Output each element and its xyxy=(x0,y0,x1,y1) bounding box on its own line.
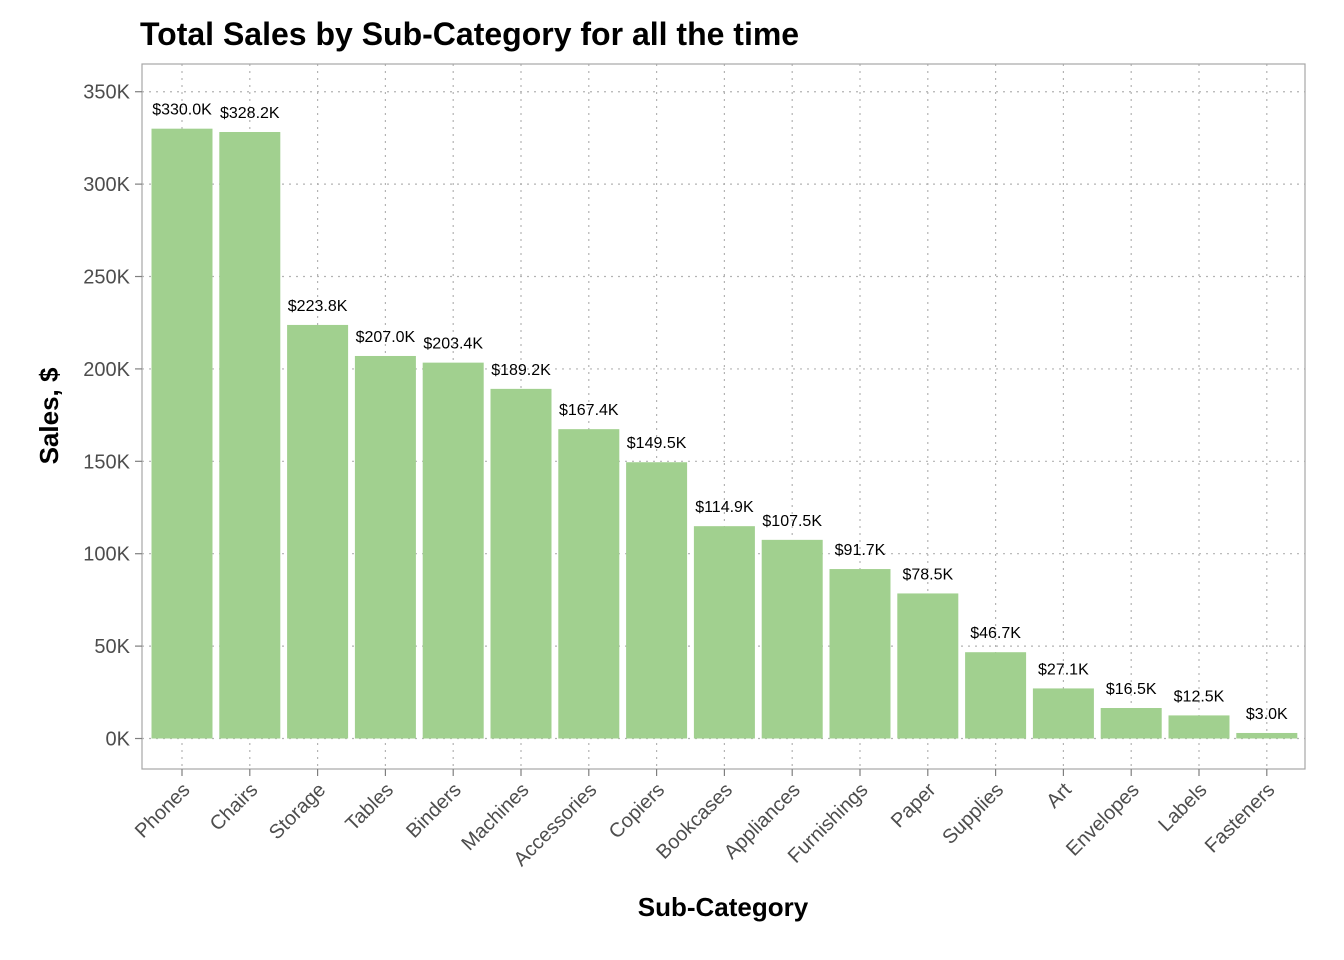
x-tick-label-binders: Binders xyxy=(402,779,466,843)
y-tick-label: 0K xyxy=(106,729,131,751)
data-label-supplies: $46.7K xyxy=(970,625,1021,642)
y-tick-label: 50K xyxy=(94,636,130,658)
bar-storage xyxy=(287,324,349,739)
data-label-copiers: $149.5K xyxy=(627,435,687,452)
data-labels: $330.0K $328.2K $223.8K $207.0K $203.4K $189.… xyxy=(152,102,1288,723)
bar-paper xyxy=(897,593,959,739)
data-label-storage: $223.8K xyxy=(288,298,348,315)
bar-tables xyxy=(354,355,416,739)
bar-chairs xyxy=(219,132,281,739)
bar-binders xyxy=(422,362,484,739)
x-tick-label-paper: Paper xyxy=(887,779,941,833)
x-tick-label-labels: Labels xyxy=(1154,779,1211,836)
plot-panel xyxy=(141,63,1306,770)
data-label-paper: $78.5K xyxy=(902,566,953,583)
data-label-tables: $207.0K xyxy=(356,329,416,346)
y-tick-label: 300K xyxy=(83,174,130,196)
y-tick-label: 200K xyxy=(83,359,130,381)
bar-envelopes xyxy=(1100,708,1162,739)
y-tick-label: 250K xyxy=(83,267,130,289)
y-axis-title: Sales, $ xyxy=(34,367,64,464)
x-tick-label-phones: Phones xyxy=(131,779,195,843)
x-tick-label-art: Art xyxy=(1042,779,1076,813)
data-label-furnishings: $91.7K xyxy=(835,542,886,559)
x-axis: Phones Chairs Storage Tables BindersMachines… xyxy=(131,769,1279,871)
data-label-binders: $203.4K xyxy=(423,336,483,353)
x-tick-label-chairs: Chairs xyxy=(206,779,262,835)
data-label-labels: $12.5K xyxy=(1174,688,1225,705)
x-tick-label-supplies: Supplies xyxy=(938,779,1008,849)
bar-bookcases xyxy=(693,526,755,739)
bar-copiers xyxy=(626,462,688,739)
data-label-accessories: $167.4K xyxy=(559,402,619,419)
bar-fasteners xyxy=(1236,732,1298,739)
bar-supplies xyxy=(965,652,1027,739)
x-tick-label-copiers: Copiers xyxy=(605,779,669,843)
x-tick-label-fasteners: Fasteners xyxy=(1201,779,1279,857)
bar-machines xyxy=(490,388,552,739)
x-axis-title: Sub-Category xyxy=(638,892,809,922)
y-tick-label: 150K xyxy=(83,451,130,473)
chart-title: Total Sales by Sub-Category for all the … xyxy=(140,16,799,52)
data-label-machines: $189.2K xyxy=(491,362,551,379)
bar-phones xyxy=(151,128,213,739)
data-label-art: $27.1K xyxy=(1038,661,1089,678)
x-tick-label-storage: Storage xyxy=(265,779,330,844)
bar-labels xyxy=(1168,715,1230,739)
x-tick-label-tables: Tables xyxy=(341,779,397,835)
bar-art xyxy=(1032,688,1094,739)
data-label-phones: $330.0K xyxy=(152,102,212,119)
y-axis: 0K 50K 100K 150K 200K 250K 300K 350K xyxy=(83,82,142,751)
data-label-envelopes: $16.5K xyxy=(1106,681,1157,698)
y-tick-label: 350K xyxy=(83,82,130,104)
bar-accessories xyxy=(558,429,620,739)
data-label-appliances: $107.5K xyxy=(762,513,822,530)
data-label-bookcases: $114.9K xyxy=(695,499,754,516)
bar-furnishings xyxy=(829,569,891,739)
bar-appliances xyxy=(761,539,823,739)
bars xyxy=(151,128,1298,739)
data-label-fasteners: $3.0K xyxy=(1246,706,1288,723)
data-label-chairs: $328.2K xyxy=(220,105,280,122)
x-tick-label-envelopes: Envelopes xyxy=(1062,779,1144,861)
y-tick-label: 100K xyxy=(83,544,130,566)
